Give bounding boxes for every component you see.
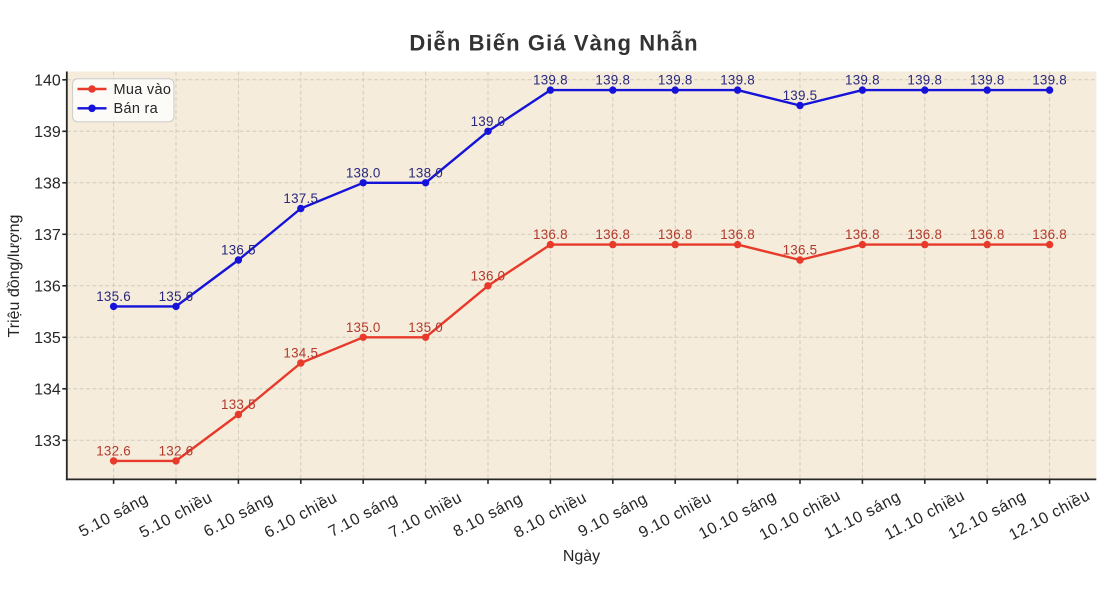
svg-text:133: 133 [34,433,61,450]
svg-text:Bán ra: Bán ra [114,101,159,117]
svg-text:132.6: 132.6 [159,443,194,458]
svg-text:136.8: 136.8 [720,227,755,242]
svg-text:136.0: 136.0 [471,268,506,283]
svg-text:135.0: 135.0 [346,320,381,335]
svg-text:136.8: 136.8 [845,227,880,242]
svg-text:136.5: 136.5 [783,243,818,258]
svg-text:139.8: 139.8 [533,73,568,88]
svg-text:138.0: 138.0 [346,165,381,180]
svg-text:135.6: 135.6 [159,289,194,304]
svg-text:139.8: 139.8 [907,73,942,88]
svg-text:135: 135 [34,330,61,347]
svg-text:139.0: 139.0 [471,114,506,129]
svg-text:135.6: 135.6 [96,289,131,304]
svg-text:140: 140 [34,73,61,90]
svg-text:136.8: 136.8 [1032,227,1067,242]
svg-text:136.8: 136.8 [533,227,568,242]
svg-text:136: 136 [34,279,61,296]
svg-text:Ngày: Ngày [563,548,600,565]
svg-text:134.5: 134.5 [283,346,318,361]
svg-text:137: 137 [34,227,61,244]
svg-text:139.8: 139.8 [845,73,880,88]
svg-text:139.8: 139.8 [595,73,630,88]
svg-text:139: 139 [34,124,61,141]
svg-text:139.8: 139.8 [970,73,1005,88]
svg-text:139.8: 139.8 [720,73,755,88]
svg-text:136.8: 136.8 [658,227,693,242]
svg-text:139.5: 139.5 [783,88,818,103]
svg-text:136.8: 136.8 [970,227,1005,242]
svg-text:136.5: 136.5 [221,243,256,258]
svg-text:139.8: 139.8 [658,73,693,88]
svg-text:134: 134 [34,382,61,399]
svg-text:133.5: 133.5 [221,397,256,412]
svg-text:137.5: 137.5 [283,191,318,206]
svg-text:135.0: 135.0 [408,320,443,335]
svg-text:Mua vào: Mua vào [114,82,172,98]
svg-text:132.6: 132.6 [96,443,131,458]
svg-text:136.8: 136.8 [595,227,630,242]
svg-text:Diễn Biến Giá Vàng Nhẫn: Diễn Biến Giá Vàng Nhẫn [409,31,698,56]
svg-text:136.8: 136.8 [907,227,942,242]
svg-text:Triệu đồng/lượng: Triệu đồng/lượng [6,215,23,338]
svg-text:139.8: 139.8 [1032,73,1067,88]
svg-text:138: 138 [34,176,61,193]
svg-text:138.0: 138.0 [408,165,443,180]
